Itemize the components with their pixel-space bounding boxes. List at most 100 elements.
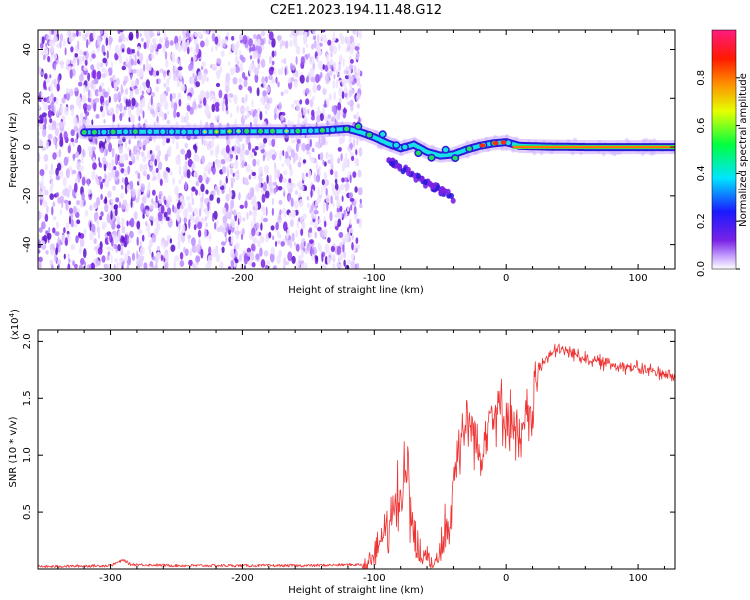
spectrogram-noise-cell <box>274 50 277 57</box>
spectrogram-noise-cell <box>139 163 144 172</box>
spectrogram-noise-cell <box>138 177 141 185</box>
spectrogram-noise-cell <box>225 110 229 115</box>
spectrogram-noise-cell <box>124 141 128 149</box>
spectrogram-noise-cell <box>139 240 142 247</box>
spectrogram-noise-cell <box>330 245 335 253</box>
spectrogram-noise-cell <box>209 90 213 96</box>
spectrogram-noise-cell <box>56 110 59 117</box>
spectrogram-noise-cell <box>157 30 160 35</box>
spectrogram-noise-cell <box>292 64 295 71</box>
spectrogram-noise-cell <box>78 264 83 269</box>
snr-ytick-label: 0.5 <box>22 504 33 520</box>
spectrogram-noise-cell <box>190 77 195 85</box>
spectrogram-noise-cell <box>112 185 116 191</box>
spectrogram-noise-cell <box>263 137 268 144</box>
spectrogram-noise-cell <box>221 165 227 174</box>
spectrogram-noise-cell <box>355 237 359 245</box>
spectrogram-noise-cell <box>327 39 332 46</box>
spectrogram-noise-cell <box>207 201 210 212</box>
spectrogram-noise-cell <box>271 207 274 216</box>
spectrogram-noise-cell <box>262 90 267 97</box>
spectrogram-noise-cell <box>321 136 326 146</box>
spectrogram-noise-cell <box>351 242 354 251</box>
spectrogram-noise-cell <box>352 171 357 179</box>
spectrogram-noise-cell <box>78 31 82 37</box>
spectrogram-noise-cell <box>215 253 221 263</box>
spectrogram-noise-cell <box>52 152 57 160</box>
spectrogram-noise-cell <box>70 244 76 251</box>
spectrogram-noise-cell <box>240 150 245 159</box>
spectrogram-noise-cell <box>330 195 333 205</box>
spectrogram-noise-cell <box>334 183 339 191</box>
spectrogram-noise-cell <box>162 45 166 54</box>
spectrogram-noise-cell <box>49 83 53 92</box>
spectrogram-noise-cell <box>41 221 46 230</box>
spectrogram-noise-cell <box>158 193 162 200</box>
spectrogram-noise-cell <box>201 192 204 202</box>
spectrogram-noise-cell <box>115 215 120 223</box>
spectrogram-noise-cell <box>176 111 180 118</box>
spectrogram-noise-cell <box>326 98 329 108</box>
spectrogram-noise-cell <box>187 201 192 212</box>
spectrogram-noise-cell <box>38 227 43 233</box>
spectrogram-noise-cell <box>289 40 293 47</box>
spectrogram-noise-cell <box>94 257 99 268</box>
spectrogram-noise-cell <box>311 30 315 34</box>
spectrogram-noise-cell <box>78 232 81 237</box>
spectrogram-noise-cell <box>160 205 165 214</box>
spectrogram-noise-cell <box>57 236 60 245</box>
spectrogram-noise-cell <box>38 152 41 162</box>
ridge-blob-peak <box>215 130 218 133</box>
spectrogram-noise-cell <box>256 158 260 167</box>
spectrogram-noise-cell <box>110 210 113 220</box>
spectrogram-noise-cell <box>195 181 200 187</box>
spectrogram-noise-cell <box>302 213 307 220</box>
spectrogram-noise-cell <box>188 218 191 229</box>
spectrogram-noise-cell <box>182 30 185 35</box>
spectrogram-noise-cell <box>117 49 122 57</box>
spectrogram-noise-cell <box>278 199 283 205</box>
spectrogram-noise-cell <box>336 261 340 269</box>
spectrogram-noise-cell <box>172 204 175 212</box>
spectrogram-noise-cell <box>332 45 338 55</box>
spectrogram-noise-cell <box>111 158 115 167</box>
spectrogram-noise-cell <box>82 55 85 62</box>
spectrogram-noise-cell <box>78 97 82 106</box>
spectrogram-noise-cell <box>155 252 161 258</box>
spectrogram-noise-cell <box>93 202 97 209</box>
spectrogram-noise-cell <box>266 174 269 184</box>
spectrogram-noise-cell <box>114 257 118 263</box>
spectrogram-noise-cell <box>356 137 359 146</box>
spectrogram-noise-cell <box>54 127 60 137</box>
spectrogram-noise-cell <box>130 152 135 161</box>
spectrogram-noise-cell <box>177 232 182 242</box>
spectrogram-noise-cell <box>260 215 264 224</box>
spectrogram-noise-cell <box>322 64 326 70</box>
spectrogram-noise-cell <box>136 250 139 261</box>
spectrogram-noise-cell <box>186 39 190 47</box>
spectrogram-noise-cell <box>355 149 358 156</box>
spectrogram-noise-cell <box>90 98 94 109</box>
spectrogram-noise-cell <box>201 76 204 82</box>
spectrogram-noise-cell <box>214 102 220 108</box>
spectrogram-noise-cell <box>49 244 55 248</box>
spectrogram-noise-cell <box>134 102 139 108</box>
spectrogram-noise-cell <box>327 237 331 244</box>
spectrogram-noise-cell <box>132 69 137 74</box>
spectrogram-noise-cell <box>166 207 172 215</box>
spectrogram-noise-cell <box>204 197 210 203</box>
spectrogram-noise-cell <box>244 264 246 269</box>
spectrogram-noise-cell <box>139 246 145 255</box>
spectrogram-noise-cell <box>164 51 168 60</box>
spectrogram-noise-cell <box>169 40 174 46</box>
spectrogram-noise-cell <box>121 225 126 234</box>
spectrogram-noise-cell <box>108 96 111 103</box>
spectrogram-noise-cell <box>291 182 296 189</box>
spectrogram-noise-cell <box>298 30 303 36</box>
spectrogram-noise-cell <box>126 263 130 269</box>
spectrogram-noise-cell <box>303 37 307 42</box>
spectrogram-noise-cell <box>316 115 321 123</box>
spectrogram-noise-cell <box>119 201 121 209</box>
spectrogram-noise-cell <box>179 60 182 67</box>
spectrogram-noise-cell <box>193 207 199 216</box>
